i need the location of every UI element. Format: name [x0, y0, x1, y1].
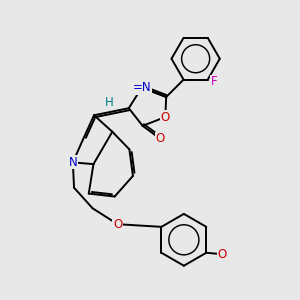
Text: =N: =N: [132, 81, 151, 94]
Text: O: O: [156, 132, 165, 145]
Text: F: F: [211, 76, 217, 88]
Text: O: O: [161, 110, 170, 124]
Text: N: N: [68, 156, 77, 169]
Text: O: O: [113, 218, 122, 231]
Text: H: H: [105, 96, 113, 109]
Text: O: O: [218, 248, 227, 261]
